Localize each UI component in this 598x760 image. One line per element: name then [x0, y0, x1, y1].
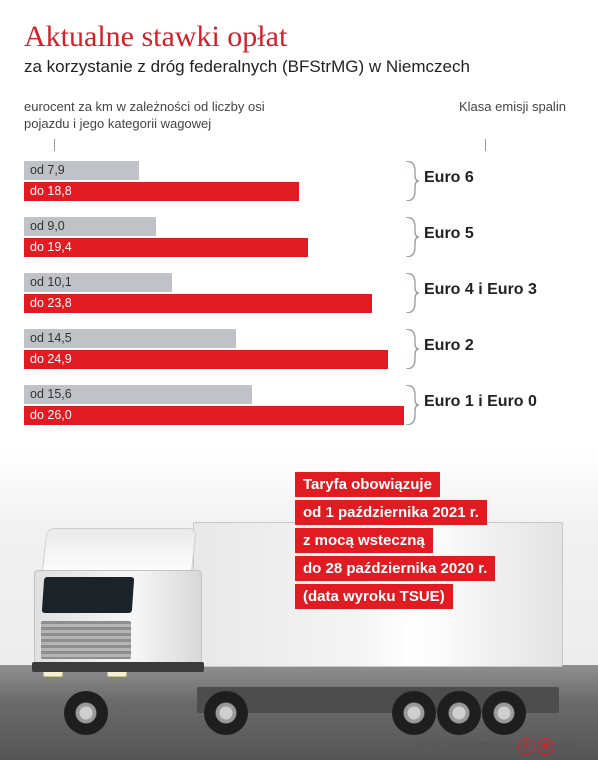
bar-low: od 10,1: [24, 273, 172, 292]
wheel-icon: [204, 691, 248, 735]
page-title: Aktualne stawki opłat: [24, 20, 574, 53]
windshield-icon: [42, 577, 135, 613]
brace-icon: [405, 385, 419, 425]
toll-chart: od 7,9do 18,8Euro 6od 9,0do 19,4Euro 5od…: [24, 161, 574, 427]
bar-low: od 15,6: [24, 385, 252, 404]
tariff-line: do 28 października 2020 r.: [295, 556, 495, 581]
chart-bars: od 10,1 do 23,8: [24, 273, 404, 315]
tariff-line: (data wyroku TSUE): [295, 584, 453, 609]
copyright-p-icon: ℗: [537, 738, 554, 755]
chart-row: od 14,5 do 24,9 Euro 2: [24, 329, 574, 371]
bar-high: do 26,0: [24, 406, 404, 425]
category-label: Euro 6: [424, 169, 574, 187]
bar-high: do 24,9: [24, 350, 388, 369]
wheel-icon: [64, 691, 108, 735]
tick-right-icon: [485, 139, 486, 151]
brace-icon: [405, 273, 419, 313]
axis-ticks: [24, 139, 574, 151]
bar-high: do 19,4: [24, 238, 308, 257]
truck-illustration: Taryfa obowiązuje od 1 października 2021 …: [0, 450, 598, 760]
chart-bars: od 14,5 do 24,9: [24, 329, 404, 371]
chart-row: od 15,6 do 26,0 Euro 1 i Euro 0: [24, 385, 574, 427]
axis-labels: eurocent za km w zależności od liczby os…: [24, 99, 574, 133]
axis-left-label: eurocent za km w zależności od liczby os…: [24, 99, 284, 133]
chart-row: od 7,9 do 18,8 Euro 6: [24, 161, 574, 203]
category-label: Euro 1 i Euro 0: [424, 393, 574, 411]
bar-high: do 23,8: [24, 294, 372, 313]
copyright-badge: © ℗: [518, 738, 554, 755]
author-initials: ŁR: [561, 738, 576, 752]
brace-icon: [405, 217, 419, 257]
bar-low: od 7,9: [24, 161, 139, 180]
axis-right-label: Klasa emisji spalin: [459, 99, 574, 133]
bar-high: do 18,8: [24, 182, 299, 201]
chart-bars: od 7,9 do 18,8: [24, 161, 404, 203]
bar-low: od 14,5: [24, 329, 236, 348]
chart-bars: od 9,0 do 19,4: [24, 217, 404, 259]
cab-icon: [34, 530, 224, 700]
wheel-icon: [482, 691, 526, 735]
chart-row: od 10,1 do 23,8 Euro 4 i Euro 3: [24, 273, 574, 315]
bar-low: od 9,0: [24, 217, 156, 236]
wheel-icon: [437, 691, 481, 735]
tariff-line: Taryfa obowiązuje: [295, 472, 440, 497]
brace-icon: [405, 161, 419, 201]
brace-icon: [405, 329, 419, 369]
copyright-c-icon: ©: [518, 738, 535, 755]
chart-bars: od 15,6 do 26,0: [24, 385, 404, 427]
wheel-icon: [392, 691, 436, 735]
category-label: Euro 5: [424, 225, 574, 243]
chart-row: od 9,0 do 19,4 Euro 5: [24, 217, 574, 259]
tick-left-icon: [54, 139, 55, 151]
grille-icon: [41, 621, 131, 659]
photo-credit: Fot. Shutterstock: [421, 738, 512, 752]
tariff-line: z mocą wsteczną: [295, 528, 433, 553]
tariff-note: Taryfa obowiązuje od 1 października 2021 …: [295, 472, 550, 612]
page-subtitle: za korzystanie z dróg federalnych (BFStr…: [24, 57, 574, 77]
tariff-line: od 1 października 2021 r.: [295, 500, 487, 525]
category-label: Euro 4 i Euro 3: [424, 281, 574, 299]
bumper-icon: [32, 662, 204, 672]
category-label: Euro 2: [424, 337, 574, 355]
